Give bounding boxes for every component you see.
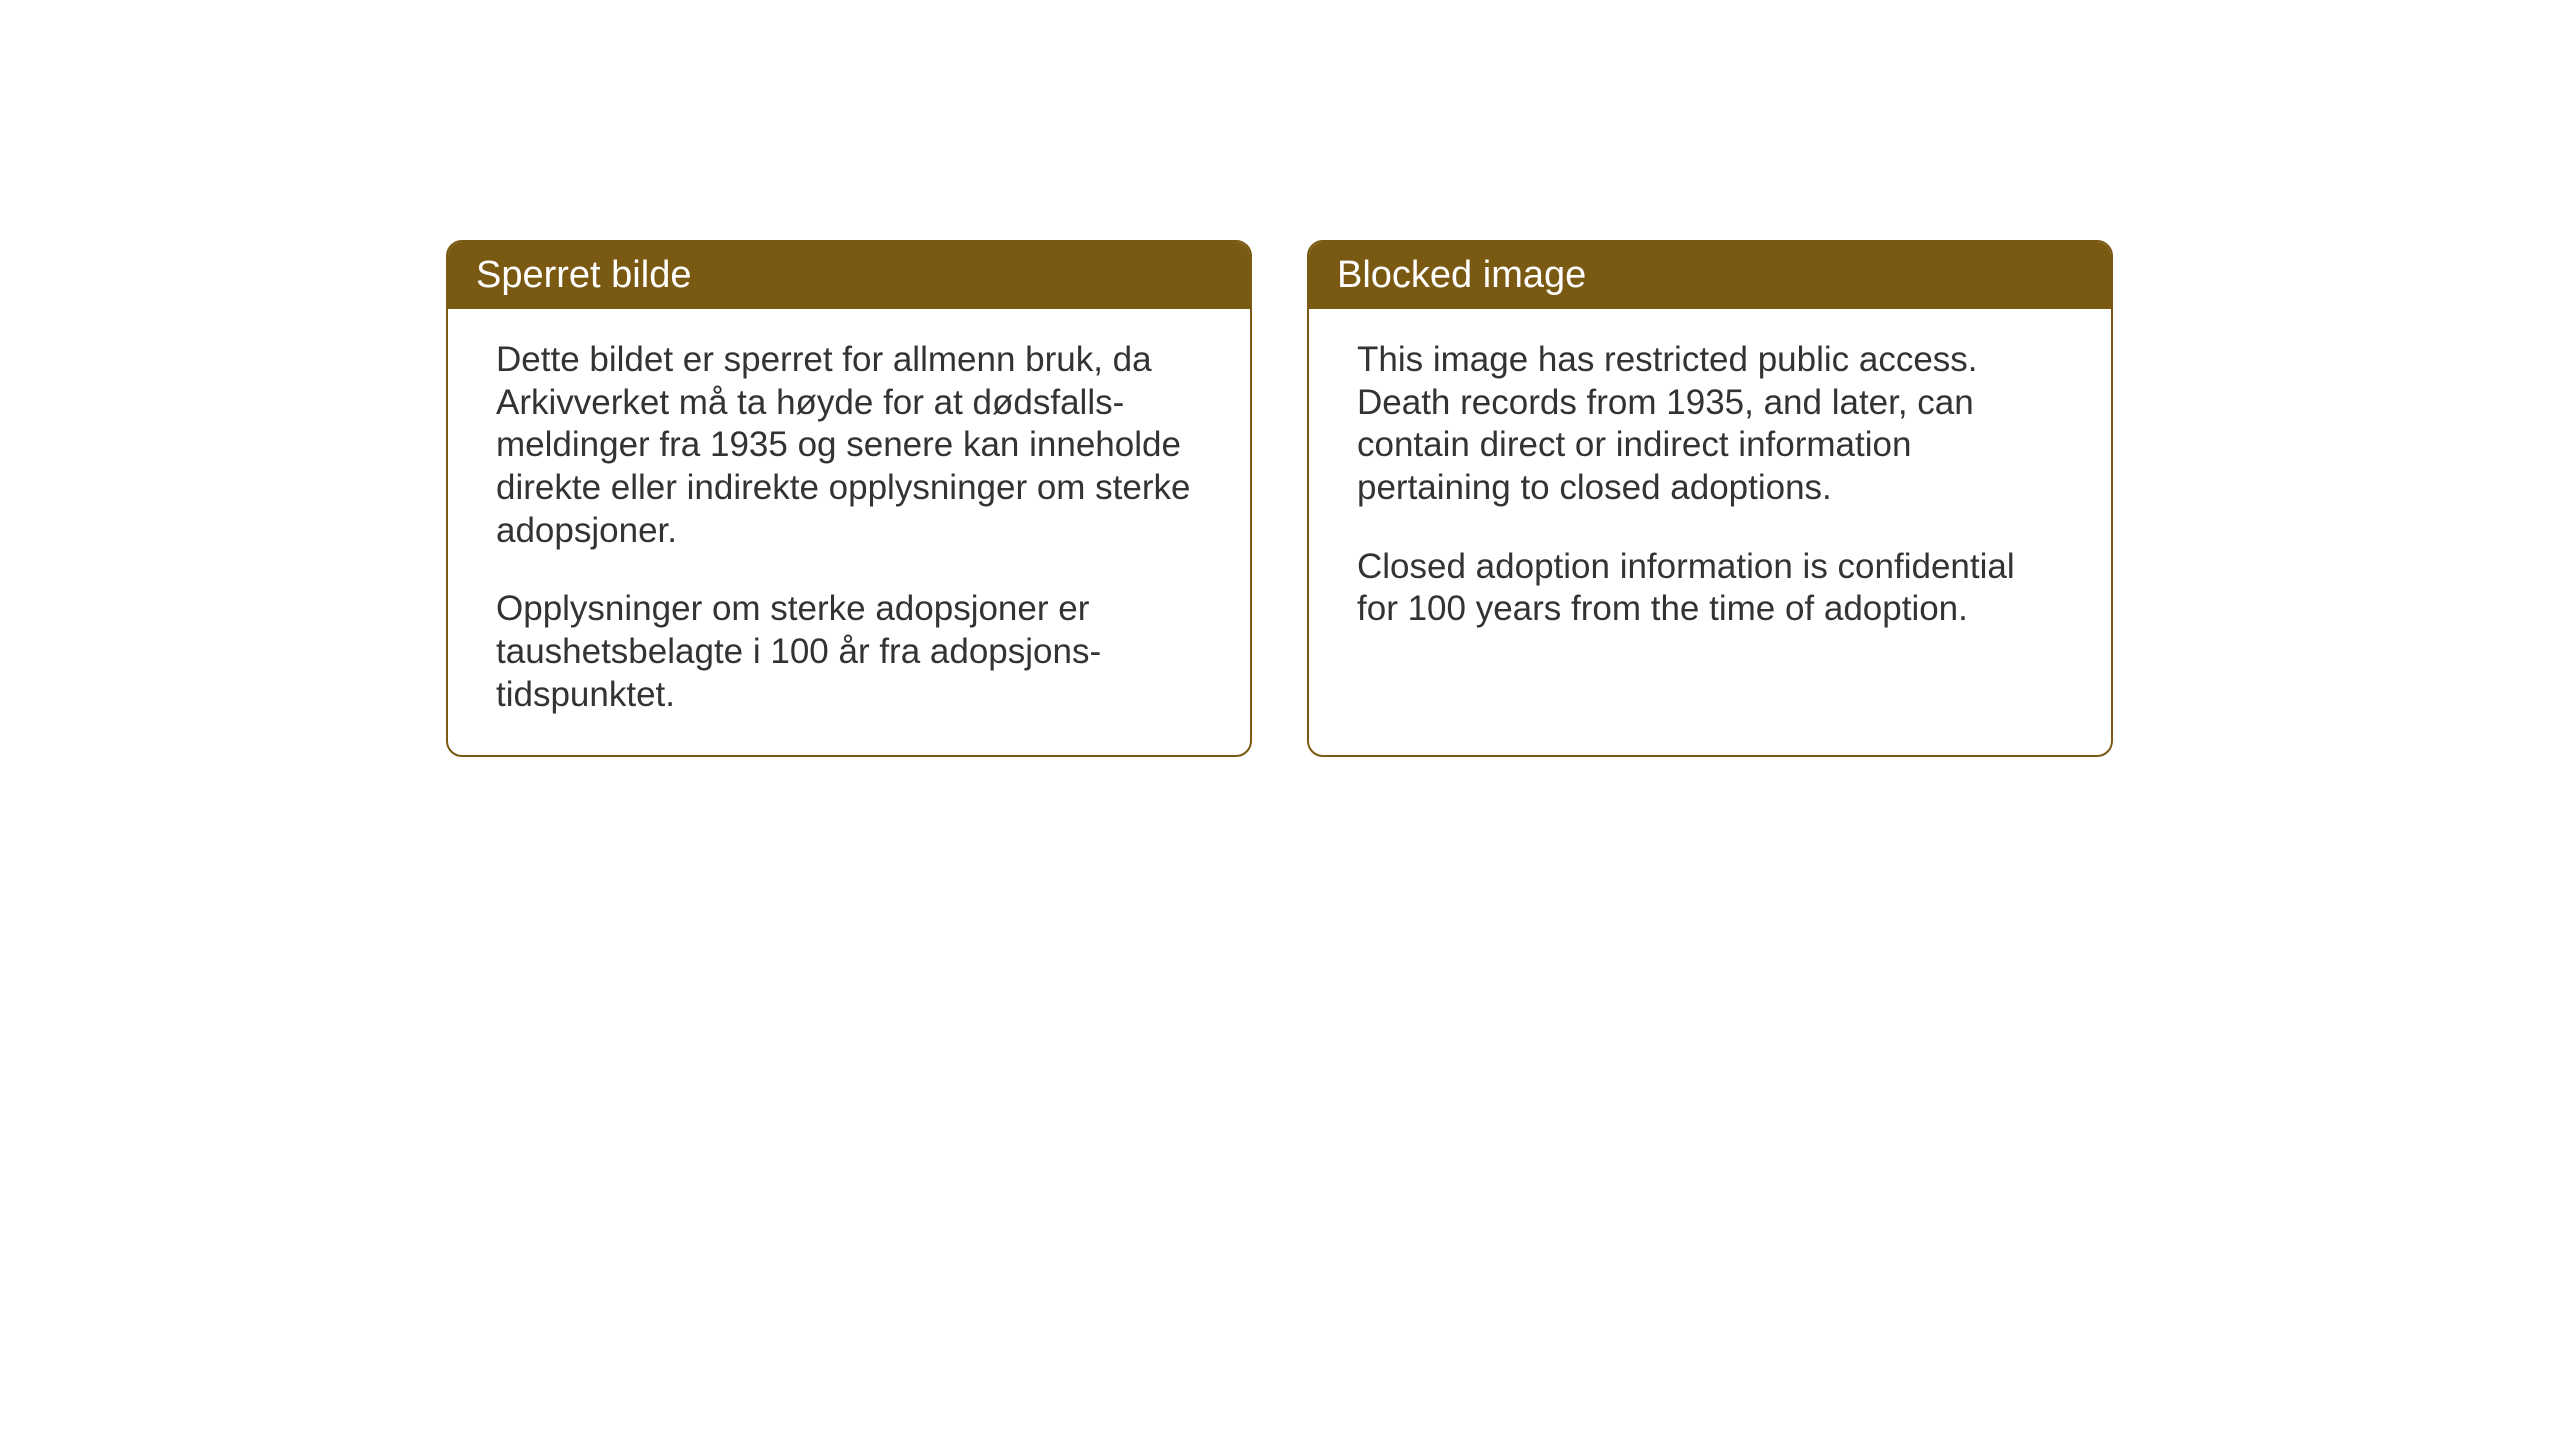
notice-card-norwegian: Sperret bilde Dette bildet er sperret fo… [446,240,1252,757]
card-paragraph-2: Closed adoption information is confident… [1357,546,2063,631]
card-body-english: This image has restricted public access.… [1309,309,2111,669]
notice-cards-container: Sperret bilde Dette bildet er sperret fo… [446,240,2113,757]
card-header-norwegian: Sperret bilde [448,242,1250,309]
notice-card-english: Blocked image This image has restricted … [1307,240,2113,757]
card-paragraph-2: Opplysninger om sterke adopsjoner er tau… [496,588,1202,716]
card-paragraph-1: This image has restricted public access.… [1357,339,2063,510]
card-body-norwegian: Dette bildet er sperret for allmenn bruk… [448,309,1250,755]
card-paragraph-1: Dette bildet er sperret for allmenn bruk… [496,339,1202,552]
card-header-english: Blocked image [1309,242,2111,309]
